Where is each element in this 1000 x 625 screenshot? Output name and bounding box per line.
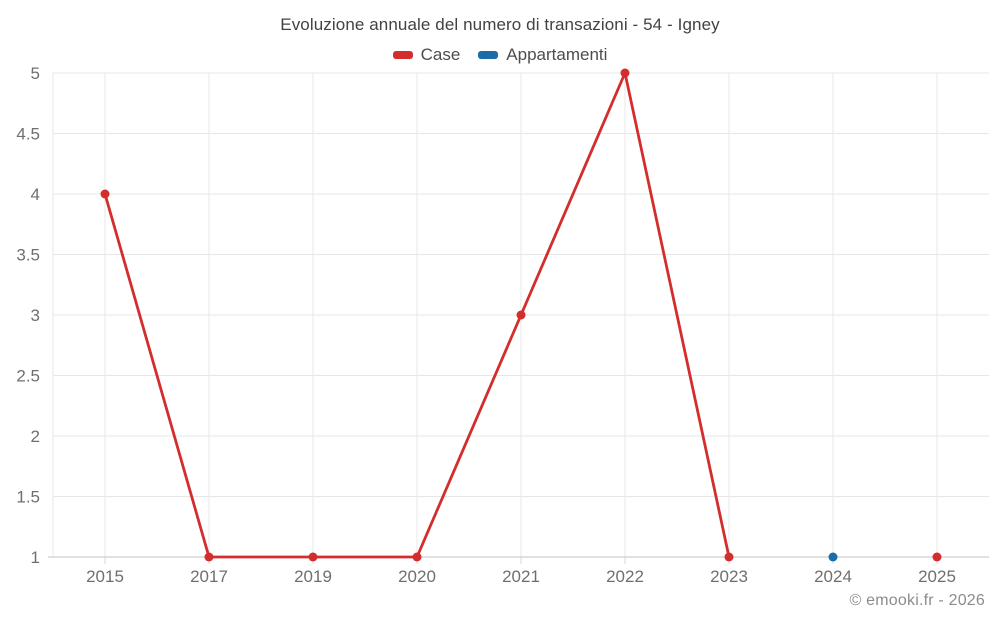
- data-point-case-2015[interactable]: [100, 189, 110, 199]
- x-axis-label: 2019: [294, 567, 332, 586]
- data-point-case-2022[interactable]: [620, 68, 630, 78]
- data-point-appartamenti-2024[interactable]: [828, 552, 838, 562]
- legend: Case Appartamenti: [0, 45, 1000, 65]
- y-axis-label: 3: [31, 306, 40, 325]
- data-point-case-2020[interactable]: [412, 552, 422, 562]
- y-axis-label: 2: [31, 427, 40, 446]
- x-axis-label: 2025: [918, 567, 956, 586]
- data-point-case-2021[interactable]: [516, 310, 526, 320]
- legend-item-appartamenti[interactable]: Appartamenti: [478, 45, 607, 65]
- y-axis-label: 2.5: [16, 367, 40, 386]
- x-axis-label: 2021: [502, 567, 540, 586]
- x-axis-label: 2023: [710, 567, 748, 586]
- legend-swatch-appartamenti-icon: [478, 51, 499, 59]
- x-axis-label: 2022: [606, 567, 644, 586]
- data-point-case-2019[interactable]: [308, 552, 318, 562]
- x-axis-label: 2020: [398, 567, 436, 586]
- legend-item-case[interactable]: Case: [392, 45, 461, 65]
- legend-label-appartamenti: Appartamenti: [506, 45, 608, 64]
- attribution-text: © emooki.fr - 2026: [849, 592, 985, 609]
- legend-label-case: Case: [420, 45, 461, 64]
- x-axis-label: 2015: [86, 567, 124, 586]
- y-axis-label: 3.5: [16, 246, 40, 265]
- y-axis-label: 5: [31, 64, 40, 83]
- data-point-case-2025[interactable]: [932, 552, 942, 562]
- y-axis-label: 1.5: [16, 488, 40, 507]
- y-axis-label: 4.5: [16, 125, 40, 144]
- x-axis-label: 2024: [814, 567, 852, 586]
- y-axis-label: 4: [31, 185, 40, 204]
- data-point-case-2017[interactable]: [204, 552, 214, 562]
- legend-swatch-case-icon: [392, 51, 413, 59]
- data-point-case-2023[interactable]: [724, 552, 734, 562]
- y-axis-label: 1: [31, 548, 40, 567]
- x-axis-label: 2017: [190, 567, 228, 586]
- chart-title: Evoluzione annuale del numero di transaz…: [280, 15, 720, 34]
